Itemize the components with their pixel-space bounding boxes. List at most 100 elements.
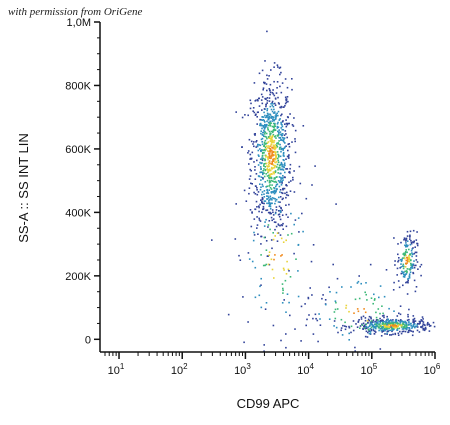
data-point	[368, 332, 371, 335]
data-point	[340, 329, 342, 332]
data-point	[278, 140, 280, 142]
data-point	[259, 166, 262, 168]
data-point	[395, 320, 398, 323]
data-point	[270, 117, 273, 119]
data-point	[274, 118, 277, 120]
data-point	[402, 330, 405, 333]
data-point	[263, 225, 266, 227]
data-point	[282, 154, 285, 157]
data-point	[267, 127, 269, 129]
data-point	[265, 209, 267, 212]
data-point	[272, 131, 274, 134]
data-point	[405, 273, 408, 275]
x-tick-label: 106	[424, 362, 441, 377]
data-point	[254, 133, 256, 135]
data-point	[361, 324, 364, 326]
data-point	[369, 263, 372, 266]
data-point	[260, 93, 263, 96]
data-point	[271, 268, 274, 271]
data-point	[280, 138, 282, 141]
data-point	[379, 327, 382, 330]
data-point	[277, 66, 279, 68]
data-point	[273, 119, 275, 122]
data-point	[382, 322, 384, 324]
data-point	[265, 105, 267, 108]
data-point	[282, 175, 284, 177]
data-point	[268, 185, 270, 187]
data-point	[356, 282, 359, 284]
x-tick-label: 101	[108, 362, 125, 377]
data-point	[386, 323, 388, 326]
data-point	[408, 277, 411, 279]
data-point	[401, 270, 403, 273]
data-point	[408, 327, 411, 330]
data-point	[256, 123, 258, 125]
data-point	[272, 164, 275, 166]
data-point	[276, 240, 279, 242]
data-point	[412, 324, 415, 326]
data-point	[280, 148, 283, 151]
data-point	[398, 312, 400, 315]
data-point	[282, 287, 284, 290]
data-point	[265, 218, 267, 221]
data-point	[394, 319, 397, 322]
data-point	[260, 199, 262, 201]
data-point	[279, 234, 282, 236]
data-point	[272, 191, 275, 194]
data-point	[281, 182, 283, 184]
data-point	[268, 169, 271, 172]
data-point	[279, 224, 281, 227]
data-point	[364, 317, 367, 319]
data-point	[283, 147, 286, 149]
data-point	[428, 325, 431, 327]
data-point	[273, 154, 275, 156]
data-point	[293, 252, 295, 255]
data-point	[260, 235, 263, 238]
data-point	[403, 254, 406, 257]
data-point	[250, 157, 253, 160]
data-point	[249, 158, 251, 160]
data-point	[402, 263, 405, 266]
data-point	[335, 326, 338, 329]
data-point	[396, 329, 399, 331]
data-point	[377, 321, 379, 323]
data-point	[369, 321, 372, 323]
data-point	[381, 305, 383, 307]
data-point	[398, 319, 400, 322]
data-point	[269, 176, 272, 179]
data-point	[279, 66, 282, 69]
data-point	[272, 129, 275, 132]
data-point	[403, 253, 405, 256]
data-point	[280, 178, 282, 180]
data-point	[260, 99, 263, 101]
data-point	[270, 163, 273, 165]
data-point	[368, 330, 371, 332]
data-point	[402, 275, 405, 278]
data-point	[254, 169, 256, 171]
data-point	[377, 308, 380, 310]
data-point	[258, 155, 260, 157]
data-point	[260, 179, 262, 181]
data-point	[407, 278, 409, 280]
data-point	[405, 263, 407, 265]
data-point	[427, 321, 429, 324]
data-point	[314, 313, 317, 316]
data-point	[321, 297, 323, 300]
data-point	[269, 199, 271, 201]
data-point	[397, 280, 400, 282]
data-point	[279, 168, 282, 171]
data-point	[286, 155, 289, 158]
data-point	[270, 108, 273, 111]
data-point	[404, 270, 406, 273]
data-point	[301, 212, 303, 215]
data-point	[281, 214, 284, 216]
data-point	[402, 265, 404, 267]
data-point	[262, 131, 264, 134]
data-point	[274, 129, 277, 131]
data-point	[285, 122, 288, 125]
data-point	[406, 293, 409, 295]
data-point	[409, 253, 412, 255]
data-point	[265, 132, 268, 135]
data-point	[261, 211, 263, 214]
data-point	[409, 234, 411, 237]
